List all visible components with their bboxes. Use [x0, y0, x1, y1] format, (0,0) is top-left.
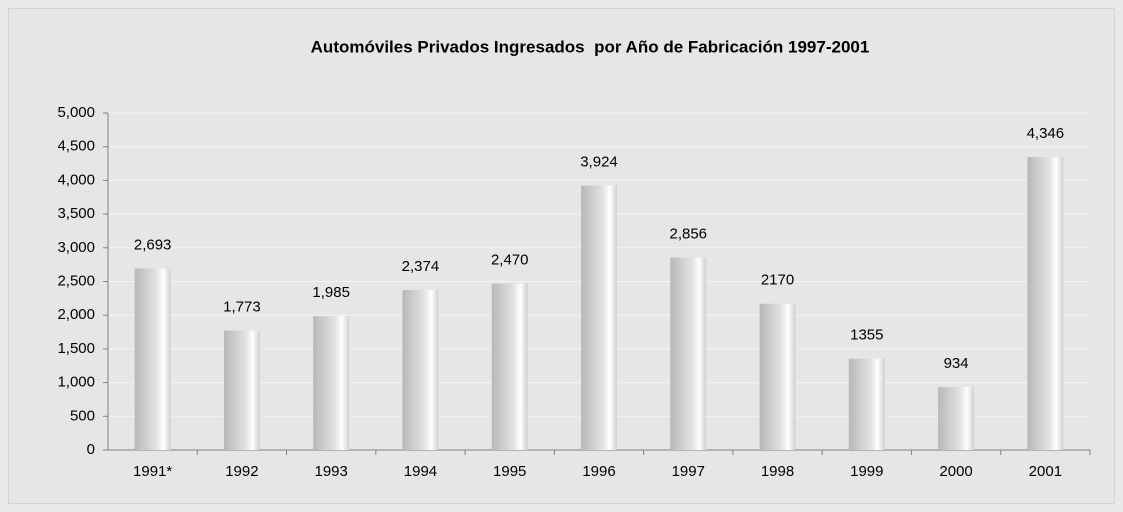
y-tick-label: 2,000	[57, 306, 95, 323]
x-tick-label: 1995	[493, 463, 526, 480]
x-tick-label: 1996	[582, 463, 615, 480]
x-tick-label: 1997	[672, 463, 705, 480]
x-tick-label: 1992	[225, 463, 258, 480]
data-label: 2,856	[669, 225, 707, 242]
x-tick-label: 1999	[850, 463, 883, 480]
chart-frame	[8, 8, 1115, 504]
y-tick-label: 0	[87, 441, 95, 458]
data-label: 2,374	[402, 258, 440, 275]
bar	[581, 185, 617, 450]
y-tick-label: 2,500	[57, 272, 95, 289]
data-label: 3,924	[580, 153, 618, 170]
bar	[134, 268, 171, 450]
y-tick-label: 3,000	[57, 239, 95, 256]
y-tick-label: 1,000	[57, 374, 95, 391]
data-label: 934	[944, 355, 969, 372]
data-label: 2170	[761, 272, 794, 289]
y-tick-label: 1,500	[57, 340, 95, 357]
x-tick-label: 2001	[1029, 463, 1062, 480]
bar	[1027, 157, 1064, 451]
bar	[938, 387, 975, 450]
bar	[491, 283, 528, 450]
bar	[848, 358, 885, 450]
x-tick-label: 1994	[404, 463, 437, 480]
bar	[402, 289, 439, 450]
bar	[223, 330, 260, 450]
y-tick-label: 4,000	[57, 171, 95, 188]
y-tick-label: 3,500	[57, 205, 95, 222]
bar	[313, 316, 350, 450]
data-label: 2,470	[491, 251, 529, 268]
y-tick-label: 4,500	[57, 138, 95, 155]
bar	[670, 257, 707, 450]
y-tick-label: 5,000	[57, 104, 95, 121]
x-tick-label: 1998	[761, 463, 794, 480]
x-tick-label: 2000	[939, 463, 972, 480]
x-tick-label: 1993	[314, 463, 347, 480]
data-label: 1,773	[223, 298, 261, 315]
y-tick-label: 500	[70, 407, 95, 424]
x-tick-label: 1991*	[133, 463, 172, 480]
data-label: 1355	[850, 327, 883, 344]
data-label: 2,693	[134, 236, 172, 253]
data-label: 1,985	[312, 284, 350, 301]
bar	[759, 303, 796, 450]
data-label: 4,346	[1027, 125, 1065, 142]
chart-title: Automóviles Privados Ingresados por Año …	[311, 37, 870, 56]
